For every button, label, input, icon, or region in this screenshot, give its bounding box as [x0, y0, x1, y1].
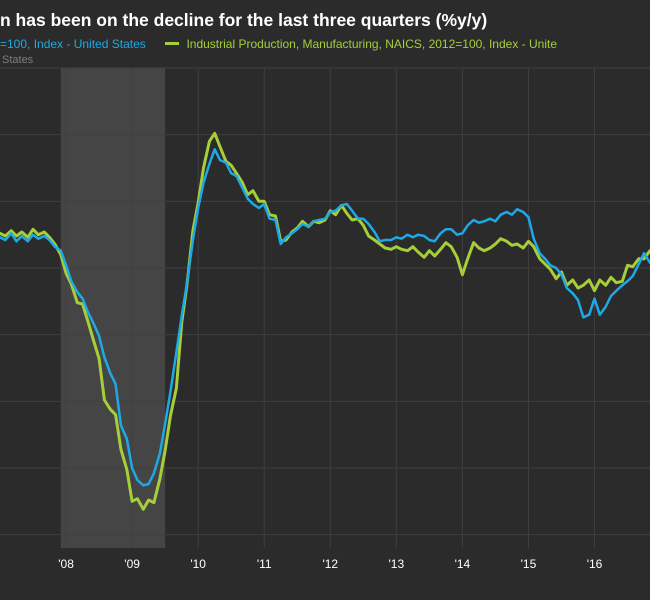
- legend-item-series2[interactable]: Industrial Production, Manufacturing, NA…: [186, 37, 557, 51]
- legend: =100, Index - United States Industrial P…: [0, 37, 557, 51]
- chart-title: n has been on the decline for the last t…: [0, 10, 488, 30]
- series-line-1: [0, 148, 650, 487]
- x-tick-label: '12: [322, 557, 338, 571]
- legend-item-series1[interactable]: =100, Index - United States: [0, 37, 146, 51]
- legend-swatch-series2: [165, 42, 180, 46]
- x-tick-label: '13: [389, 557, 405, 571]
- x-tick-label: '11: [257, 557, 272, 571]
- legend-item-series1-continued: States: [2, 54, 34, 66]
- x-tick-label: '08: [58, 557, 74, 571]
- recession-shading: [60, 68, 166, 548]
- x-tick-label: '09: [124, 557, 140, 571]
- series-line-2: [0, 131, 650, 511]
- x-tick-label: '16: [587, 557, 603, 571]
- x-tick-label: '10: [190, 557, 206, 571]
- x-tick-label: '14: [455, 557, 471, 571]
- x-tick-label: '15: [521, 557, 537, 571]
